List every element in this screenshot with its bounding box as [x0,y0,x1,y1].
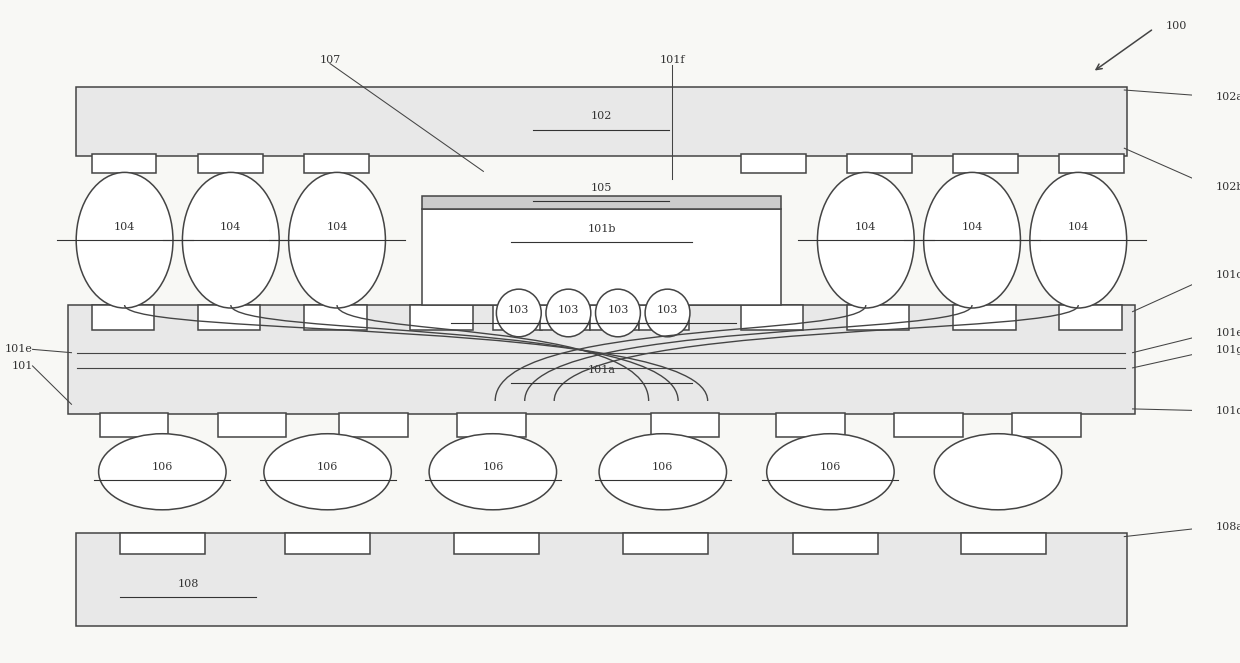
Bar [954,154,1018,173]
Bar [847,305,909,330]
Bar [1059,305,1122,330]
Bar [492,305,542,330]
Bar [197,305,260,330]
Bar [776,413,844,438]
Bar [410,305,472,330]
Text: 104: 104 [961,222,983,232]
Bar [304,305,367,330]
Ellipse shape [429,434,557,510]
Bar [541,305,590,330]
Bar [120,532,205,554]
Ellipse shape [599,434,727,510]
Bar [458,413,526,438]
Ellipse shape [595,289,640,337]
Text: 104: 104 [114,222,135,232]
Text: 102a: 102a [1215,91,1240,101]
Bar [304,154,370,173]
Text: 101g: 101g [1215,345,1240,355]
Bar [76,533,1127,626]
Bar [590,305,639,330]
Text: 108: 108 [177,579,198,589]
Ellipse shape [76,172,172,308]
Bar [954,305,1016,330]
Bar [422,209,781,305]
Text: 106: 106 [652,462,673,472]
Bar [792,532,878,554]
Text: 105: 105 [590,183,613,193]
Text: 103: 103 [508,305,529,315]
Bar [68,305,1135,414]
Bar [340,413,408,438]
Bar [847,154,911,173]
Bar [740,154,806,173]
Ellipse shape [934,434,1061,510]
Text: 103: 103 [657,305,678,315]
Ellipse shape [817,172,914,308]
Bar [285,532,370,554]
Ellipse shape [546,289,590,337]
Ellipse shape [496,289,541,337]
Ellipse shape [1030,172,1127,308]
Ellipse shape [289,172,386,308]
Bar [961,532,1047,554]
Ellipse shape [766,434,894,510]
Text: 101e: 101e [5,344,32,354]
Bar [197,154,263,173]
Bar [1059,154,1125,173]
Bar [454,532,539,554]
Text: 107: 107 [320,55,341,65]
Text: 100: 100 [1166,21,1187,31]
Bar [422,196,781,209]
Bar [740,305,804,330]
Text: 104: 104 [326,222,347,232]
Text: 101f: 101f [660,55,684,65]
Text: 106: 106 [820,462,841,472]
Text: 102: 102 [590,111,613,121]
Text: 103: 103 [608,305,629,315]
Text: 108a: 108a [1215,522,1240,532]
Ellipse shape [645,289,689,337]
Text: 106: 106 [151,462,174,472]
Text: 101d: 101d [1215,406,1240,416]
Bar [218,413,286,438]
Ellipse shape [99,434,226,510]
Ellipse shape [264,434,392,510]
Bar [76,87,1127,156]
Bar [1012,413,1080,438]
Text: 101c: 101c [1215,271,1240,280]
Text: 102b: 102b [1215,182,1240,192]
Text: 101b: 101b [588,224,616,234]
Bar [622,532,708,554]
Bar [99,413,169,438]
Bar [92,154,156,173]
Ellipse shape [924,172,1021,308]
Ellipse shape [182,172,279,308]
Text: 101a: 101a [588,365,615,375]
Text: 101: 101 [11,361,32,371]
Text: 101e: 101e [1215,328,1240,338]
Text: 106: 106 [317,462,339,472]
Text: 104: 104 [856,222,877,232]
Text: 106: 106 [482,462,503,472]
Text: 104: 104 [1068,222,1089,232]
Bar [894,413,962,438]
Text: 104: 104 [221,222,242,232]
Bar [651,413,719,438]
Text: 103: 103 [558,305,579,315]
Bar [639,305,688,330]
Bar [92,305,154,330]
